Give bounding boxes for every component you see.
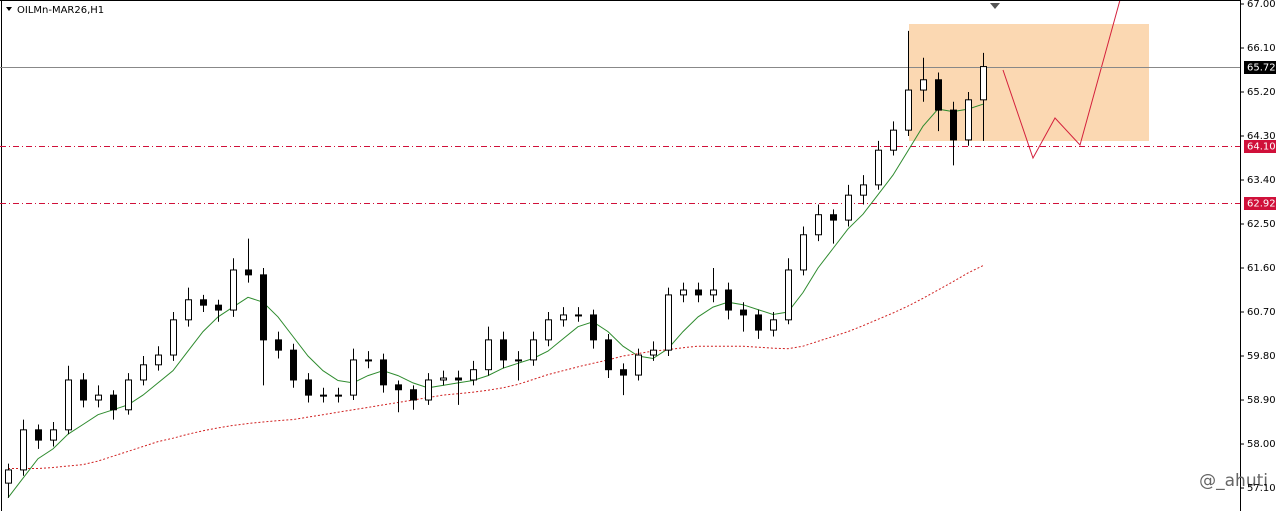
candle-body (620, 369, 627, 376)
candle-body (155, 354, 162, 366)
candle-body (710, 289, 717, 296)
candle-body (695, 289, 702, 296)
candle-body (740, 309, 747, 316)
candle-body (665, 294, 672, 351)
candle-body (125, 379, 132, 411)
candle-body (275, 339, 282, 351)
candle-body (455, 377, 462, 381)
candle-body (530, 339, 537, 361)
level-label: 65.72 (1247, 63, 1276, 74)
candle-body (305, 379, 312, 396)
candle-body (245, 269, 252, 276)
level-label: 64.10 (1247, 142, 1276, 153)
candle-body (215, 304, 222, 311)
y-tick-label: 65.20 (1247, 87, 1276, 98)
menu-arrow[interactable] (6, 7, 12, 11)
candle-body (185, 299, 192, 321)
shift-marker (990, 3, 1000, 9)
candle-body (380, 359, 387, 386)
candle-body (770, 319, 777, 331)
y-tick-label: 64.30 (1247, 131, 1276, 142)
candle-body (920, 79, 927, 91)
candle-body (65, 379, 72, 431)
y-tick-label: 62.50 (1247, 219, 1276, 230)
candle-body (200, 299, 207, 306)
candle-body (635, 354, 642, 376)
candle-body (845, 194, 852, 221)
candle-body (890, 129, 897, 151)
candle-body (320, 394, 327, 397)
chart-title: OILMn-MAR26,H1 (17, 5, 104, 16)
candle-body (140, 364, 147, 381)
candle-body (350, 359, 357, 396)
candle-body (905, 89, 912, 131)
candle-body (395, 384, 402, 391)
candle-body (515, 359, 522, 362)
watermark: @_ahuti (1199, 471, 1268, 491)
candle-body (260, 274, 267, 341)
candle-body (80, 379, 87, 401)
level-label: 62.92 (1247, 199, 1276, 210)
candle-body (650, 349, 657, 356)
candle-body (425, 379, 432, 401)
candle-body (560, 314, 567, 321)
candle-body (410, 389, 417, 401)
zone-box (909, 24, 1149, 141)
moving-average (8, 265, 984, 469)
candle-body (365, 359, 372, 362)
candle-body (485, 339, 492, 371)
candle-body (290, 349, 297, 381)
candle-body (35, 429, 42, 441)
y-tick-label: 67.00 (1247, 0, 1276, 10)
candle-body (545, 319, 552, 341)
candle-body (470, 369, 477, 381)
y-tick-label: 58.00 (1247, 439, 1276, 450)
y-tick-label: 57.10 (1247, 483, 1276, 494)
candle-body (590, 314, 597, 341)
y-tick-label: 59.80 (1247, 351, 1276, 362)
moving-average (7, 103, 984, 499)
candle-body (500, 339, 507, 361)
candle-body (605, 339, 612, 371)
candle-body (965, 99, 972, 141)
candle-body (230, 269, 237, 311)
candle-body (815, 214, 822, 236)
candle-body (725, 289, 732, 311)
y-tick-label: 61.60 (1247, 263, 1276, 274)
candle-body (935, 79, 942, 111)
candle-body (575, 314, 582, 317)
candle-body (875, 149, 882, 186)
candle-body (830, 214, 837, 221)
candle-body (785, 269, 792, 321)
candle-body (170, 319, 177, 356)
level-tag (1244, 197, 1276, 210)
y-tick-label: 66.10 (1247, 43, 1276, 54)
candle-body (950, 109, 957, 141)
candle-body (680, 289, 687, 296)
y-tick-label: 60.70 (1247, 307, 1276, 318)
candle-body (95, 394, 102, 401)
candle-body (860, 184, 867, 196)
candle-body (20, 429, 27, 471)
candle-body (755, 314, 762, 331)
candle-body (440, 377, 447, 381)
projection-path (1002, 0, 1121, 160)
candle-body (50, 429, 57, 441)
y-tick-label: 63.40 (1247, 175, 1276, 186)
candle-body (335, 394, 342, 397)
candle-body (110, 394, 117, 411)
level-tag (1244, 61, 1276, 74)
y-tick-label: 58.90 (1247, 395, 1276, 406)
candle-body (5, 469, 12, 484)
level-tag (1244, 140, 1276, 153)
candle-body (800, 234, 807, 271)
candle-body (980, 66, 987, 101)
